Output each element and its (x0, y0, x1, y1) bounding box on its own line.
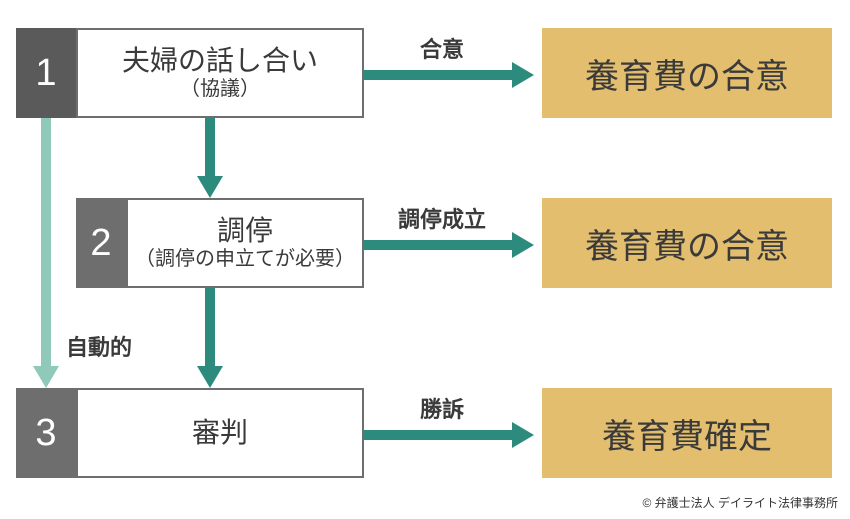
arrow-3-label: 勝訴 (420, 392, 464, 424)
step-1-title: 夫婦の話し合い (122, 45, 318, 77)
copyright-text: © 弁護士法人 デイライト法律事務所 (642, 494, 838, 511)
flow-diagram: 1 夫婦の話し合い （協議） 合意 養育費の合意 2 調停 （調停の申立てが必要… (0, 0, 850, 519)
arrow-1-right (364, 60, 534, 90)
result-1-box: 養育費の合意 (542, 28, 832, 118)
step-1-box: 夫婦の話し合い （協議） (76, 28, 364, 118)
step-3-number: 3 (16, 388, 76, 478)
arrow-2-right (364, 230, 534, 260)
step-1-num-text: 1 (35, 52, 56, 95)
arrow-1-down (195, 118, 225, 198)
result-2-box: 養育費の合意 (542, 198, 832, 288)
step-2-sub: （調停の申立てが必要） (135, 247, 355, 271)
result-1-text: 養育費の合意 (585, 49, 789, 98)
arrow-2-label: 調停成立 (398, 202, 486, 234)
arrow-auto-down (31, 118, 61, 388)
step-3-box: 審判 (76, 388, 364, 478)
result-3-text: 養育費確定 (602, 409, 772, 458)
arrow-3-right (364, 420, 534, 450)
step-1-number: 1 (16, 28, 76, 118)
step-2-number: 2 (76, 198, 126, 288)
arrow-auto-label: 自動的 (66, 330, 132, 362)
arrow-2-down (195, 288, 225, 388)
result-3-box: 養育費確定 (542, 388, 832, 478)
arrow-1-label: 合意 (420, 32, 464, 64)
step-3-title: 審判 (192, 417, 248, 449)
step-3-num-text: 3 (35, 412, 56, 455)
result-2-text: 養育費の合意 (585, 219, 789, 268)
step-2-num-text: 2 (90, 222, 111, 265)
step-2-box: 調停 （調停の申立てが必要） (126, 198, 364, 288)
step-2-title: 調停 (217, 215, 273, 247)
step-1-sub: （協議） (180, 77, 260, 101)
